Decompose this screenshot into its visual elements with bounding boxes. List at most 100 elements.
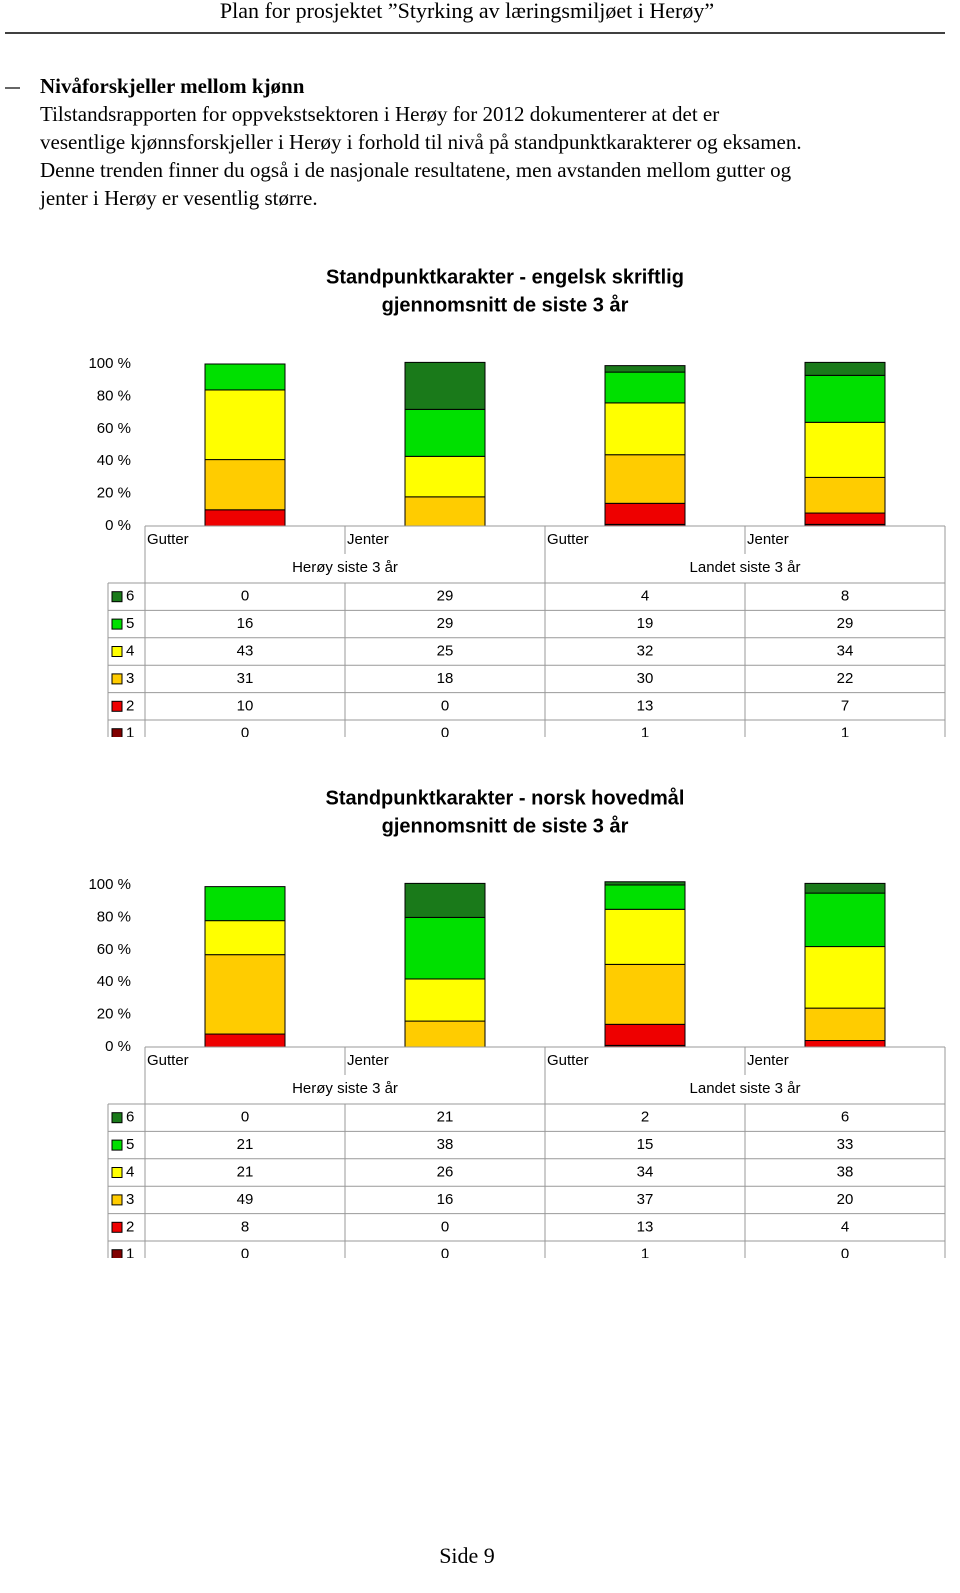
y-tick-label: 80 %	[97, 387, 131, 404]
table-value: 1	[641, 725, 649, 742]
table-value: 6	[841, 1109, 849, 1126]
y-tick-label: 0 %	[105, 1038, 131, 1055]
table-value: 15	[637, 1136, 654, 1153]
legend-swatch	[111, 700, 123, 712]
table-value: 21	[237, 1136, 254, 1153]
table-value: 0	[441, 697, 449, 714]
y-tick-label: 60 %	[97, 941, 131, 958]
category-label: Gutter	[547, 531, 589, 548]
legend-swatch	[111, 1221, 123, 1233]
chart-title: Standpunktkarakter - norsk hovedmål	[326, 786, 685, 809]
table-value: 21	[437, 1109, 454, 1126]
table-value: 43	[237, 642, 254, 659]
bar-segment	[804, 476, 886, 514]
group-label: Herøy siste 3 år	[292, 1080, 398, 1097]
table-value: 8	[241, 1218, 249, 1235]
legend-swatch	[111, 591, 123, 603]
y-tick-label: 40 %	[97, 973, 131, 990]
legend-label: 1	[126, 725, 134, 742]
legend-swatch	[111, 1112, 123, 1124]
table-value: 18	[437, 670, 454, 687]
bar-segment	[204, 1033, 286, 1048]
bar-segment	[204, 459, 286, 511]
legend-swatch	[111, 1167, 123, 1178]
table-value: 31	[237, 670, 254, 687]
bar-segment	[604, 908, 686, 965]
bar-segment	[204, 886, 286, 922]
table-value: 0	[241, 1109, 249, 1126]
bar-segment	[604, 963, 686, 1025]
table-value: 49	[237, 1191, 254, 1208]
table-value: 2	[641, 1109, 649, 1126]
bar-segment	[804, 882, 886, 894]
legend-label: 6	[126, 588, 134, 605]
table-value: 4	[841, 1218, 849, 1235]
table-value: 16	[237, 615, 254, 632]
table-value: 29	[837, 615, 854, 632]
category-label: Jenter	[347, 531, 389, 548]
table-value: 16	[437, 1191, 454, 1208]
table-value: 29	[437, 588, 454, 605]
table-value: 38	[437, 1136, 454, 1153]
table-value: 32	[637, 642, 654, 659]
category-label: Gutter	[547, 1052, 589, 1069]
chart-title: gjennomsnitt de siste 3 år	[382, 814, 629, 837]
legend-swatch	[111, 1139, 123, 1151]
bar-segment	[804, 1040, 886, 1048]
bar-segment	[204, 954, 286, 1035]
bar-segment	[204, 389, 286, 461]
bar-segment	[604, 884, 686, 910]
bar-segment	[404, 408, 486, 457]
table-value: 20	[837, 1191, 854, 1208]
table-value: 22	[837, 670, 854, 687]
page-number: Side 9	[439, 1543, 495, 1568]
chart-title: Standpunktkarakter - engelsk skriftlig	[326, 266, 684, 288]
category-label: Gutter	[147, 1052, 189, 1069]
bar-segment	[404, 1020, 486, 1048]
legend-label: 3	[126, 1191, 134, 1208]
legend-label: 5	[126, 1136, 134, 1153]
table-value: 30	[637, 670, 654, 687]
table-value: 0	[441, 1218, 449, 1235]
legend-label: 5	[126, 615, 134, 632]
table-value: 0	[241, 588, 249, 605]
category-label: Jenter	[747, 1052, 789, 1069]
legend-swatch	[111, 646, 123, 657]
table-value: 33	[837, 1136, 854, 1153]
bar-segment	[404, 455, 486, 498]
y-tick-label: 20 %	[97, 485, 131, 502]
y-tick-label: 20 %	[97, 1006, 131, 1023]
section-heading: Nivåforskjeller mellom kjønn	[40, 74, 305, 98]
table-value: 25	[437, 642, 454, 659]
legend-swatch	[111, 1249, 123, 1258]
group-label: Landet siste 3 år	[690, 1080, 801, 1097]
bar-segment	[604, 1023, 686, 1046]
legend-swatch	[111, 1194, 123, 1206]
legend-label: 2	[126, 697, 134, 714]
bar-segment	[404, 496, 486, 527]
table-value: 4	[641, 588, 649, 605]
bar-segment	[804, 421, 886, 478]
y-tick-label: 40 %	[97, 452, 131, 469]
paragraph-line: jenter i Herøy er vesentlig større.	[39, 186, 318, 210]
group-label: Herøy siste 3 år	[292, 559, 398, 576]
legend-label: 6	[126, 1109, 134, 1126]
table-value: 0	[441, 1246, 449, 1263]
bar-segment	[604, 402, 686, 456]
bar-segment	[804, 946, 886, 1009]
bar-segment	[804, 1007, 886, 1042]
chart-title: gjennomsnitt de siste 3 år	[382, 293, 629, 316]
table-value: 13	[637, 1218, 654, 1235]
table-value: 13	[637, 697, 654, 714]
category-label: Jenter	[347, 1052, 389, 1069]
legend-label: 4	[126, 642, 134, 659]
bar-segment	[804, 361, 886, 376]
y-tick-label: 100 %	[88, 355, 131, 372]
y-tick-label: 60 %	[97, 420, 131, 437]
paragraph-line: Denne trenden finner du også i de nasjon…	[40, 158, 792, 182]
bar-segment	[204, 920, 286, 956]
table-value: 0	[441, 725, 449, 742]
bar-segment	[604, 881, 686, 886]
table-value: 34	[637, 1163, 654, 1180]
y-tick-label: 80 %	[97, 908, 131, 925]
